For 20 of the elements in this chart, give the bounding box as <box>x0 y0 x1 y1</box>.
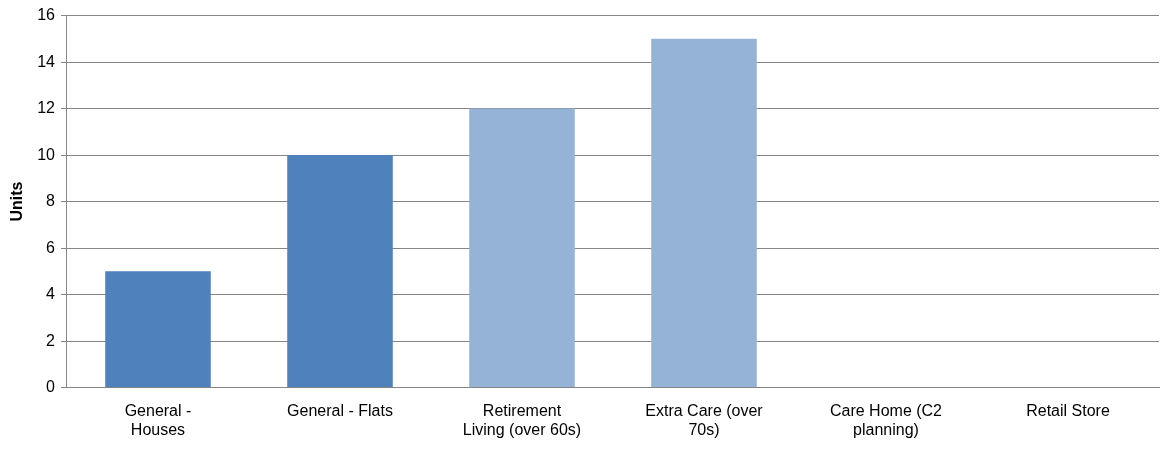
y-tick-label: 10 <box>37 145 56 163</box>
y-tick-label: 8 <box>46 192 56 210</box>
bar <box>105 271 211 388</box>
y-tick-label: 0 <box>46 378 56 396</box>
x-tick-label: General - Houses <box>124 401 192 438</box>
x-tick-label: Extra Care (over 70s) <box>645 401 764 438</box>
y-tick-label: 4 <box>46 285 56 303</box>
bar <box>469 108 575 388</box>
y-tick-label: 14 <box>37 52 56 70</box>
bar <box>287 155 393 388</box>
bar <box>651 38 757 388</box>
y-tick-label: 6 <box>46 238 56 256</box>
y-tick-label: 16 <box>37 6 56 24</box>
x-tick-label: Retirement Living (over 60s) <box>462 401 582 438</box>
y-tick-label: 12 <box>37 99 56 117</box>
y-axis-title: Units <box>8 181 26 222</box>
x-tick-label: General - Flats <box>287 401 393 419</box>
x-tick-label: Retail Store <box>1026 401 1110 419</box>
y-tick-label: 2 <box>46 331 56 349</box>
x-tick-label: Care Home (C2 planning) <box>829 401 943 438</box>
